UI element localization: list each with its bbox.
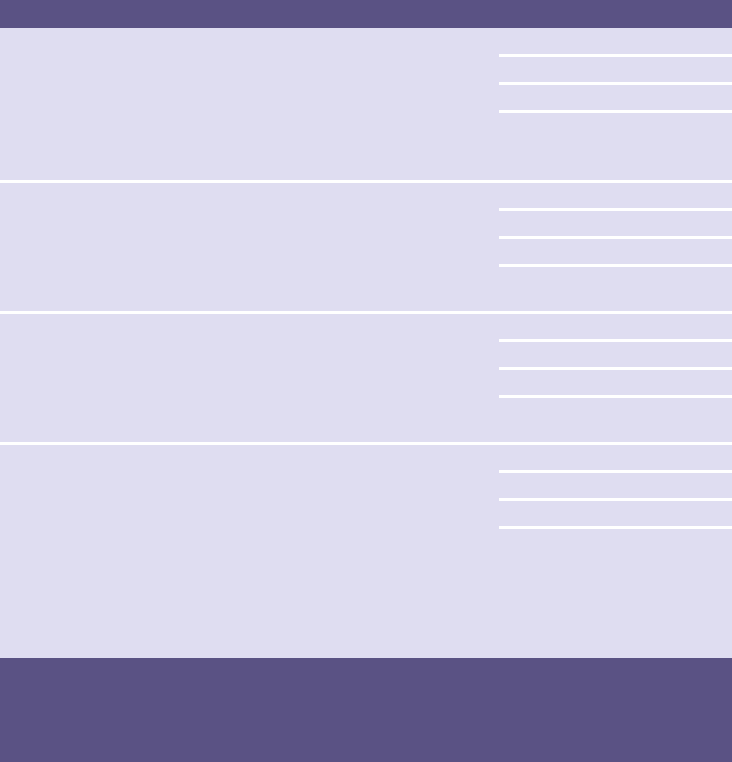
row-line — [499, 110, 732, 113]
row-line — [499, 82, 732, 85]
row-line — [499, 395, 732, 398]
footer — [0, 658, 732, 762]
row-lines — [499, 54, 732, 529]
content-area — [0, 28, 732, 658]
row-line — [499, 498, 732, 501]
section-dividers — [0, 180, 732, 445]
top-bar — [0, 0, 732, 28]
row-line — [499, 208, 732, 211]
row-line — [499, 526, 732, 529]
divider — [0, 311, 732, 314]
row-line — [499, 470, 732, 473]
divider — [0, 180, 732, 183]
divider — [0, 442, 732, 445]
row-line — [499, 367, 732, 370]
row-line — [499, 54, 732, 57]
row-line — [499, 236, 732, 239]
row-line — [499, 339, 732, 342]
row-line — [499, 264, 732, 267]
